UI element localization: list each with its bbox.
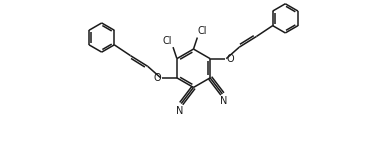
Text: Cl: Cl bbox=[198, 26, 207, 36]
Text: O: O bbox=[153, 73, 161, 83]
Text: N: N bbox=[176, 106, 183, 116]
Text: N: N bbox=[220, 96, 228, 106]
Text: O: O bbox=[226, 54, 234, 64]
Text: Cl: Cl bbox=[163, 36, 173, 46]
